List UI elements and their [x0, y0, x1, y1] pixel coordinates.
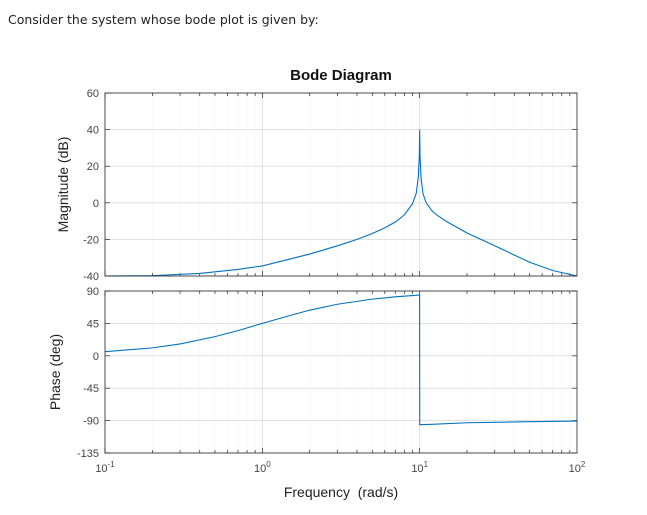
x-tick-label: 100	[254, 460, 271, 475]
phase-panel: 90 45 0 -45 -90 -135 Phase (deg)	[47, 286, 578, 460]
y-tick-label: -90	[83, 416, 99, 428]
magnitude-y-ticks: 60 40 20 0 -20 -40	[83, 88, 577, 283]
magnitude-panel: 60 40 20 0 -20 -40 Magnitude (dB)	[55, 88, 578, 283]
y-tick-label: -40	[83, 271, 99, 283]
x-tick-label: 102	[569, 460, 586, 475]
phase-grid	[104, 290, 577, 454]
y-tick-label: 0	[93, 198, 99, 210]
magnitude-grid	[104, 92, 577, 277]
y-tick-label: -20	[83, 234, 99, 246]
x-tick-labels: 10-1 100 101 102	[95, 460, 586, 475]
y-tick-label: 0	[93, 351, 99, 363]
y-tick-label: -135	[77, 448, 99, 460]
phase-x-ticks	[104, 291, 571, 453]
phase-y-axis-label: Phase (deg)	[47, 334, 63, 410]
y-tick-label: -45	[83, 383, 99, 395]
magnitude-series-line	[104, 129, 578, 277]
y-tick-label: 40	[87, 125, 99, 137]
x-axis-label: Frequency (rad/s)	[284, 484, 398, 500]
magnitude-axes-box	[104, 92, 578, 277]
x-tick-label: 10-1	[95, 460, 115, 475]
magnitude-y-axis-label: Magnitude (dB)	[55, 137, 71, 233]
y-tick-label: 45	[87, 318, 99, 330]
phase-y-ticks: 90 45 0 -45 -90 -135	[77, 286, 577, 460]
phase-axes-box	[104, 290, 578, 454]
y-tick-label: 60	[87, 88, 99, 100]
y-tick-label: 90	[87, 286, 99, 298]
intro-text: Consider the system whose bode plot is g…	[8, 12, 319, 27]
phase-series-line	[104, 294, 578, 426]
y-tick-label: 20	[87, 161, 99, 173]
chart-title: Bode Diagram	[290, 67, 392, 84]
x-tick-label: 101	[411, 460, 428, 475]
